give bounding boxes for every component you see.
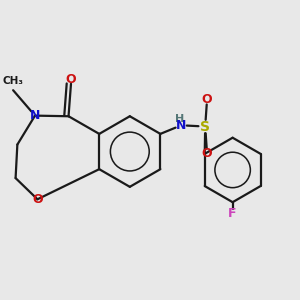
Text: O: O xyxy=(66,73,76,86)
Text: F: F xyxy=(228,207,237,220)
Text: O: O xyxy=(201,147,212,160)
Text: N: N xyxy=(30,109,40,122)
Text: CH₃: CH₃ xyxy=(3,76,24,85)
Text: N: N xyxy=(176,119,186,132)
Text: S: S xyxy=(200,119,210,134)
Text: O: O xyxy=(201,93,212,106)
Text: O: O xyxy=(32,193,43,206)
Text: H: H xyxy=(175,114,184,124)
